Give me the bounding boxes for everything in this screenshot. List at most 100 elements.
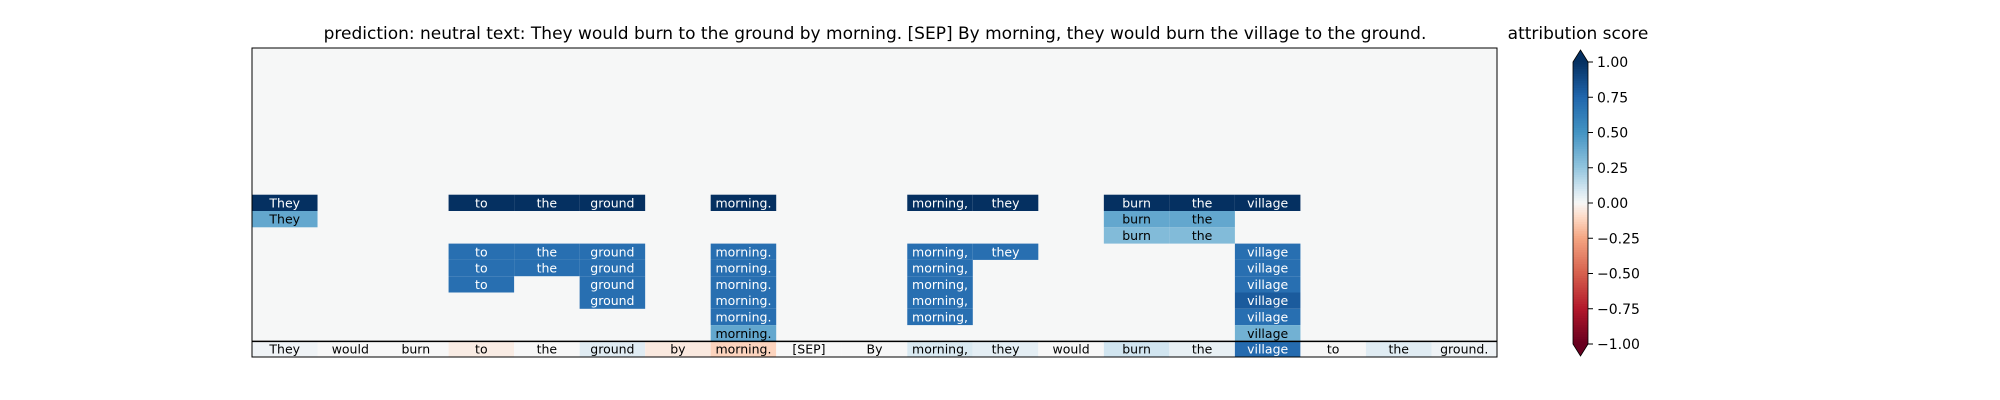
colorbar-gradient-segment <box>1573 151 1588 155</box>
colorbar-gradient-segment <box>1573 78 1588 82</box>
colorbar-gradient-segment <box>1573 214 1588 218</box>
colorbar-gradient-segment <box>1573 146 1588 150</box>
heatmap-cell <box>972 194 1039 211</box>
token-label: village <box>1247 342 1288 357</box>
colorbar-gradient-segment <box>1573 252 1588 256</box>
colorbar-gradient-segment <box>1573 174 1588 178</box>
colorbar-gradient-segment <box>1573 266 1588 270</box>
heatmap-cell <box>907 194 973 211</box>
heatmap-cell-label: morning. <box>715 293 771 308</box>
token-row-cell <box>841 341 908 357</box>
heatmap-cell-label: burn <box>1122 228 1151 243</box>
colorbar-gradient-segment <box>1573 235 1588 239</box>
token-label: ground <box>590 342 634 357</box>
token-row-cell <box>1300 341 1366 357</box>
heatmap-cell-label: morning. <box>715 261 771 276</box>
colorbar-gradient-segment <box>1573 62 1588 65</box>
heatmap-cell <box>710 325 777 342</box>
colorbar-gradient-segment <box>1573 116 1588 119</box>
colorbar-gradient-segment <box>1573 336 1588 340</box>
colorbar-gradient-segment <box>1573 113 1588 117</box>
colorbar-gradient-segment <box>1573 322 1588 326</box>
colorbar-gradient-segment <box>1573 231 1588 235</box>
colorbar-gradient-segment <box>1573 104 1588 108</box>
colorbar-tick-label: 0.25 <box>1597 161 1628 177</box>
token-label: morning. <box>715 342 771 357</box>
heatmap-cell-label: the <box>537 244 558 259</box>
colorbar-gradient-segment <box>1573 250 1588 253</box>
colorbar-gradient-segment <box>1573 195 1588 199</box>
colorbar-tick-label: 1.00 <box>1597 55 1628 71</box>
colorbar-gradient-segment <box>1573 261 1588 265</box>
heatmap-cell <box>972 243 1039 260</box>
colorbar-gradient-segment <box>1573 106 1588 110</box>
colorbar-tick-label: 0.75 <box>1597 90 1628 106</box>
colorbar-gradient-segment <box>1573 240 1588 244</box>
heatmap-cell-label: village <box>1247 309 1288 324</box>
heatmap-cell-label: to <box>475 244 488 259</box>
colorbar-gradient-segment <box>1573 193 1588 197</box>
heatmap-cell <box>907 308 973 326</box>
token-label: morning, <box>912 342 968 357</box>
token-row-cell <box>645 341 711 357</box>
heatmap-cell-label: ground <box>590 261 634 276</box>
heatmap-cell <box>1169 194 1235 211</box>
heatmap-cell <box>1234 259 1301 277</box>
colorbar-tick-label: −0.25 <box>1597 231 1640 247</box>
colorbar-gradient-segment <box>1573 308 1588 312</box>
heatmap-cell <box>448 194 515 211</box>
heatmap-cell <box>1103 211 1170 228</box>
colorbar-gradient-segment <box>1573 118 1588 122</box>
heatmap-cell <box>1234 308 1301 326</box>
heatmap-cell-label: ground <box>590 293 634 308</box>
token-row-cell <box>252 341 318 357</box>
colorbar-gradient-segment <box>1573 210 1588 213</box>
heatmap-cell <box>579 292 646 309</box>
token-label: They <box>268 342 300 357</box>
colorbar-gradient-segment <box>1573 287 1588 291</box>
heatmap-cell-label: morning, <box>912 293 968 308</box>
token-label: to <box>1327 342 1340 357</box>
heatmap-cell <box>1234 325 1301 342</box>
colorbar-gradient-segment <box>1573 160 1588 164</box>
colorbar-label: attribution score <box>1508 24 1649 44</box>
heatmap-cell-label: burn <box>1122 212 1151 227</box>
colorbar-gradient-segment <box>1573 304 1588 307</box>
colorbar-gradient-segment <box>1573 219 1588 223</box>
colorbar-gradient-segment <box>1573 163 1588 166</box>
colorbar-gradient-segment <box>1573 87 1588 91</box>
colorbar-gradient-segment <box>1573 320 1588 324</box>
colorbar-gradient-segment <box>1573 315 1588 319</box>
colorbar-gradient-segment <box>1573 203 1588 206</box>
colorbar-gradient-segment <box>1573 80 1588 84</box>
plot-frame <box>251 47 1498 358</box>
token-row-cell <box>776 341 842 357</box>
colorbar-gradient-segment <box>1573 158 1588 162</box>
heatmap-cell-label: the <box>537 195 558 210</box>
colorbar-gradient-segment <box>1573 181 1588 185</box>
token-row-cell <box>1103 341 1170 357</box>
heatmap-cell-label: morning. <box>715 277 771 292</box>
heatmap-plot-area: They to the ground morning. morning, they burn t… <box>251 47 1498 358</box>
heatmap-cell-label: they <box>992 195 1021 210</box>
token-label: they <box>992 342 1021 357</box>
heatmap-cell <box>907 243 973 260</box>
colorbar-gradient-segment <box>1573 294 1588 298</box>
colorbar-gradient-segment <box>1573 268 1588 272</box>
colorbar-gradient-segment <box>1573 144 1588 148</box>
colorbar-gradient-segment <box>1573 334 1588 338</box>
heatmap-cell-label: morning, <box>912 309 968 324</box>
colorbar-gradient-segment <box>1573 292 1588 296</box>
heatmap-cell-label: morning. <box>715 195 771 210</box>
colorbar-gradient-segment <box>1573 311 1588 315</box>
heatmap-cell <box>1103 194 1170 211</box>
colorbar-gradient-segment <box>1573 71 1588 75</box>
heatmap-cell-label: the <box>1192 195 1213 210</box>
colorbar-gradient-segment <box>1573 271 1588 275</box>
colorbar-gradient-segment <box>1573 76 1588 80</box>
colorbar-gradient-segment <box>1573 228 1588 232</box>
colorbar-gradient-segment <box>1573 130 1588 134</box>
colorbar-gradient-segment <box>1573 179 1588 183</box>
colorbar-gradient-segment <box>1573 148 1588 152</box>
chart-title: prediction: neutral text: They would bur… <box>324 24 1427 44</box>
